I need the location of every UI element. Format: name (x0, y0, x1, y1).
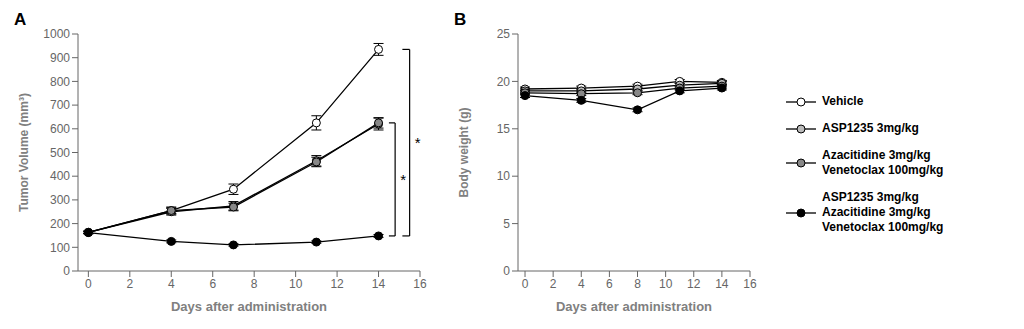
svg-text:Body weight (g): Body weight (g) (457, 108, 471, 198)
svg-text:Days after administration: Days after administration (171, 299, 327, 314)
html-text:Venetoclax 100mg/kg: Venetoclax 100mg/kg (822, 163, 944, 177)
svg-text:600: 600 (50, 122, 70, 136)
svg-text:200: 200 (50, 217, 70, 231)
svg-text:*: * (400, 171, 406, 188)
svg-text:25: 25 (497, 27, 511, 41)
html-text:Azacitidine 3mg/kg: Azacitidine 3mg/kg (822, 205, 931, 219)
html-text:ASP1235 3mg/kg: ASP1235 3mg/kg (822, 190, 919, 204)
svg-text:2: 2 (550, 277, 557, 291)
svg-text:1000: 1000 (43, 27, 70, 41)
svg-text:14: 14 (715, 277, 729, 291)
html-text:Vehicle: Vehicle (822, 94, 864, 108)
svg-text:16: 16 (743, 277, 757, 291)
svg-text:0: 0 (522, 277, 529, 291)
svg-text:500: 500 (50, 146, 70, 160)
svg-text:15: 15 (497, 122, 511, 136)
svg-text:10: 10 (497, 169, 511, 183)
svg-text:10: 10 (289, 277, 303, 291)
svg-text:800: 800 (50, 75, 70, 89)
svg-text:100: 100 (50, 241, 70, 255)
svg-text:12: 12 (687, 277, 701, 291)
html-text:Azacitidine 3mg/kg: Azacitidine 3mg/kg (822, 148, 931, 162)
svg-text:Days after administration: Days after administration (556, 299, 712, 314)
svg-text:8: 8 (634, 277, 641, 291)
svg-text:20: 20 (497, 75, 511, 89)
svg-text:6: 6 (209, 277, 216, 291)
svg-text:900: 900 (50, 51, 70, 65)
svg-text:6: 6 (606, 277, 613, 291)
svg-text:8: 8 (251, 277, 258, 291)
html-text:A: A (14, 10, 27, 29)
svg-text:300: 300 (50, 193, 70, 207)
svg-text:0: 0 (63, 264, 70, 278)
svg-text:*: * (415, 134, 421, 151)
svg-text:14: 14 (372, 277, 386, 291)
svg-text:2: 2 (126, 277, 133, 291)
svg-text:Tumor Volume (mm³): Tumor Volume (mm³) (17, 93, 31, 212)
svg-text:5: 5 (503, 217, 510, 231)
svg-text:400: 400 (50, 169, 70, 183)
svg-text:0: 0 (503, 264, 510, 278)
svg-text:0: 0 (85, 277, 92, 291)
svg-text:10: 10 (659, 277, 673, 291)
svg-text:700: 700 (50, 98, 70, 112)
html-text:Venetoclax 100mg/kg: Venetoclax 100mg/kg (822, 220, 944, 234)
svg-text:4: 4 (578, 277, 585, 291)
html-text:B: B (454, 10, 467, 29)
svg-text:12: 12 (330, 277, 344, 291)
svg-text:4: 4 (168, 277, 175, 291)
svg-text:16: 16 (413, 277, 427, 291)
html-text:ASP1235 3mg/kg: ASP1235 3mg/kg (822, 121, 919, 135)
